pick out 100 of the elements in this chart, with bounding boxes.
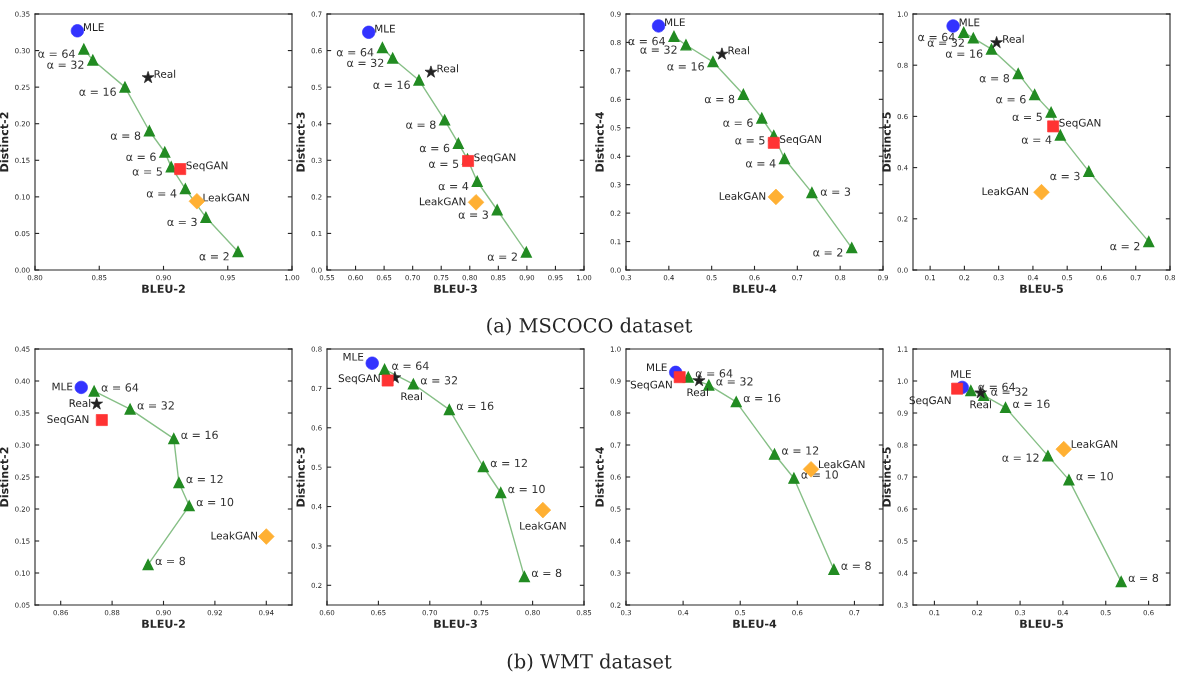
x-axis-title: BLEU-4	[733, 619, 777, 628]
series-label: Real	[728, 46, 749, 55]
annotation: α = 16	[743, 393, 781, 403]
series-label: SeqGAN	[338, 374, 380, 385]
annotation: α = 32	[420, 376, 458, 385]
series-label: LeakGAN	[719, 191, 766, 200]
series-label: MLE	[647, 363, 667, 372]
text: (a) MSCOCO dataset	[487, 317, 693, 336]
annotation: α = 64	[628, 36, 666, 46]
annotation: α = 4	[438, 182, 469, 191]
annotation: α = 8	[531, 568, 562, 578]
x-axis-title: BLEU-3	[434, 619, 477, 628]
annotation: α = 16	[1013, 399, 1050, 409]
annotation: α = 8	[406, 120, 436, 129]
annotation: α = 16	[373, 80, 410, 89]
annotation: α = 12	[1002, 453, 1039, 462]
annotation: α = 4	[146, 189, 177, 198]
series-label: MLE	[343, 352, 364, 361]
series-label: Real	[970, 400, 991, 409]
annotation: α = 12	[490, 458, 527, 468]
y-axis-title: Distinct-4	[595, 447, 604, 507]
series-label: MLE	[665, 18, 685, 27]
series-label: LeakGAN	[211, 531, 257, 540]
annotation: α = 6	[419, 143, 450, 153]
x-axis-title: BLEU-4	[733, 284, 777, 293]
series-label: LeakGAN	[520, 521, 566, 530]
x-axis-title: BLEU-2	[142, 619, 185, 628]
y-axis-title: Distinct-3	[296, 447, 305, 507]
series-label: Real	[69, 399, 91, 408]
annotation: α = 8	[841, 561, 871, 570]
annotation: α = 8	[1128, 573, 1159, 583]
series-label: Real	[1003, 34, 1024, 43]
series-label: MLE	[375, 24, 395, 33]
series-label: SeqGAN	[780, 135, 821, 146]
annotation: α = 10	[196, 497, 234, 507]
annotation: α = 2	[487, 252, 517, 261]
y-axis-title: Distinct-4	[595, 112, 604, 172]
series-label: Real	[401, 392, 422, 401]
x-axis-title: BLEU-5	[1020, 284, 1063, 293]
series-label: Real	[437, 64, 458, 73]
annotation: α = 3	[1050, 171, 1080, 181]
annotation: α = 8	[155, 556, 186, 566]
y-axis-title: Distinct-2	[0, 112, 9, 172]
series-label: SeqGAN	[1059, 118, 1101, 129]
y-axis-title: Distinct-5	[882, 112, 891, 172]
annotation: α = 5	[735, 136, 765, 145]
annotation: α = 16	[79, 87, 116, 96]
series-label: SeqGAN	[186, 161, 228, 172]
annotation: α = 10	[508, 484, 545, 494]
series-label: LeakGAN	[1071, 439, 1118, 449]
annotation: α = 32	[47, 60, 84, 69]
series-label: LeakGAN	[982, 187, 1028, 196]
annotation: α = 6	[126, 152, 156, 162]
annotation: α = 64	[336, 48, 374, 57]
annotation: α = 32	[137, 401, 174, 410]
annotation: α = 64	[101, 383, 139, 392]
annotation: α = 12	[186, 474, 223, 484]
annotation: α = 3	[167, 217, 197, 227]
y-axis-title: Distinct-3	[296, 112, 305, 172]
series-label: MLE	[52, 382, 73, 391]
series-label: MLE	[83, 23, 104, 31]
series-label: SeqGAN	[474, 153, 516, 164]
annotation: α = 3	[458, 210, 488, 219]
series-label: SeqGAN	[630, 380, 672, 391]
annotation: α = 2	[1110, 241, 1140, 251]
series-label: LeakGAN	[819, 460, 865, 469]
annotation: α = 32	[716, 377, 753, 386]
series-label: LeakGAN	[419, 197, 466, 206]
annotation: α = 6	[996, 95, 1026, 104]
text: (b) WMT dataset	[507, 653, 672, 672]
series-label: SeqGAN	[47, 415, 89, 426]
annotation: α = 64	[695, 369, 733, 378]
annotation: α = 4	[1021, 135, 1052, 144]
series-label: MLE	[959, 18, 980, 27]
x-axis-title: BLEU-5	[1020, 619, 1063, 628]
annotation: α = 64	[392, 361, 429, 370]
annotation: α = 4	[746, 159, 776, 168]
series-label: MLE	[951, 370, 971, 378]
series-label: Real	[687, 388, 708, 397]
y-axis-title: Distinct-5	[882, 447, 891, 507]
annotation: α = 5	[132, 167, 162, 176]
annotation: α = 10	[1076, 471, 1113, 481]
annotation: α = 16	[456, 401, 494, 411]
annotation: α = 12	[782, 446, 819, 455]
annotation: α = 3	[820, 187, 851, 196]
annotation: α = 6	[723, 118, 753, 127]
annotation: α = 32	[347, 58, 384, 68]
x-axis-title: BLEU-2	[142, 284, 185, 293]
annotation: α = 5	[1012, 112, 1042, 122]
annotation: α = 8	[704, 94, 735, 104]
annotation: α = 16	[181, 430, 218, 440]
annotation: α = 64	[38, 49, 75, 58]
series-label: Real	[154, 69, 176, 78]
annotation: α = 16	[945, 49, 983, 58]
y-axis-title: Distinct-2	[0, 447, 9, 507]
series-label: LeakGAN	[203, 193, 249, 202]
annotation: α = 16	[667, 62, 704, 71]
annotation: α = 8	[110, 131, 141, 140]
annotation: α = 8	[979, 74, 1010, 83]
annotation: α = 32	[640, 45, 677, 54]
